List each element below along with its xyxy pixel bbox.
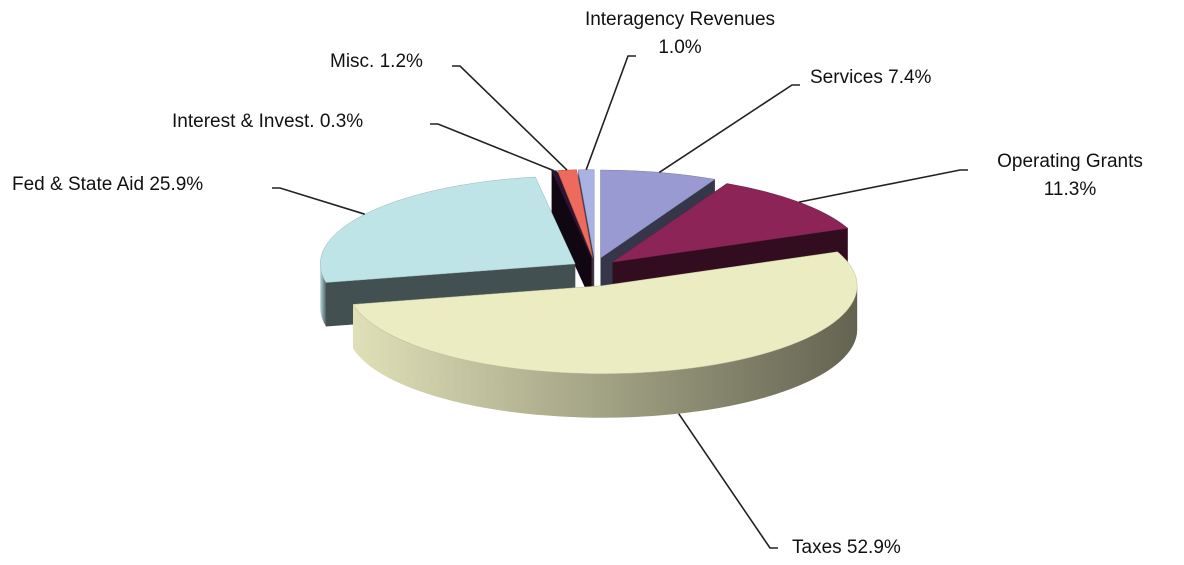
slice-top xyxy=(557,169,593,258)
slice-label: Services 7.4% xyxy=(810,67,932,88)
category-label: Taxes xyxy=(792,537,842,558)
slice-label: Fed & State Aid 25.9% xyxy=(12,174,203,195)
labels: Services 7.4% Operating Grants 11.3% Taxes … xyxy=(12,9,1143,558)
value-label: 25.9% xyxy=(149,174,203,195)
category-label: Interagency Revenues xyxy=(585,9,775,30)
slice-label: Misc. 1.2% xyxy=(330,51,423,72)
category-label: Misc. xyxy=(330,51,374,72)
slice-wall xyxy=(556,170,592,302)
leader-line xyxy=(678,413,778,549)
value-label: 7.4% xyxy=(888,67,931,88)
value-label: 1.0% xyxy=(658,37,701,58)
slice-top xyxy=(600,169,716,259)
slice xyxy=(352,251,858,418)
leader-line xyxy=(585,55,636,170)
leader-line xyxy=(272,187,365,215)
category-label: Interest & Invest. xyxy=(172,111,315,132)
slice-top xyxy=(352,251,858,374)
slice-label: Operating Grants 11.3% xyxy=(997,151,1143,200)
value-label: 1.2% xyxy=(380,51,423,72)
slice-label: Interagency Revenues 1.0% xyxy=(585,9,775,58)
slice-top xyxy=(612,183,849,263)
category-label: Services xyxy=(810,67,883,88)
category-label: Fed & State Aid xyxy=(12,174,144,195)
slice-label: Interest & Invest. 0.3% xyxy=(172,111,363,132)
slice-label: Taxes 52.9% xyxy=(792,537,901,558)
pie xyxy=(320,169,858,418)
slice xyxy=(551,170,592,302)
value-label: 11.3% xyxy=(1044,179,1097,200)
leader-line xyxy=(452,65,568,171)
slice-side xyxy=(353,285,858,418)
slice-side xyxy=(320,263,326,327)
leader-line xyxy=(798,169,968,203)
category-label: Operating Grants xyxy=(997,151,1143,172)
leader-line xyxy=(430,123,555,172)
value-label: 0.3% xyxy=(320,111,363,132)
leader-line xyxy=(658,84,800,174)
slice-top xyxy=(320,176,576,283)
value-label: 52.9% xyxy=(847,537,901,558)
